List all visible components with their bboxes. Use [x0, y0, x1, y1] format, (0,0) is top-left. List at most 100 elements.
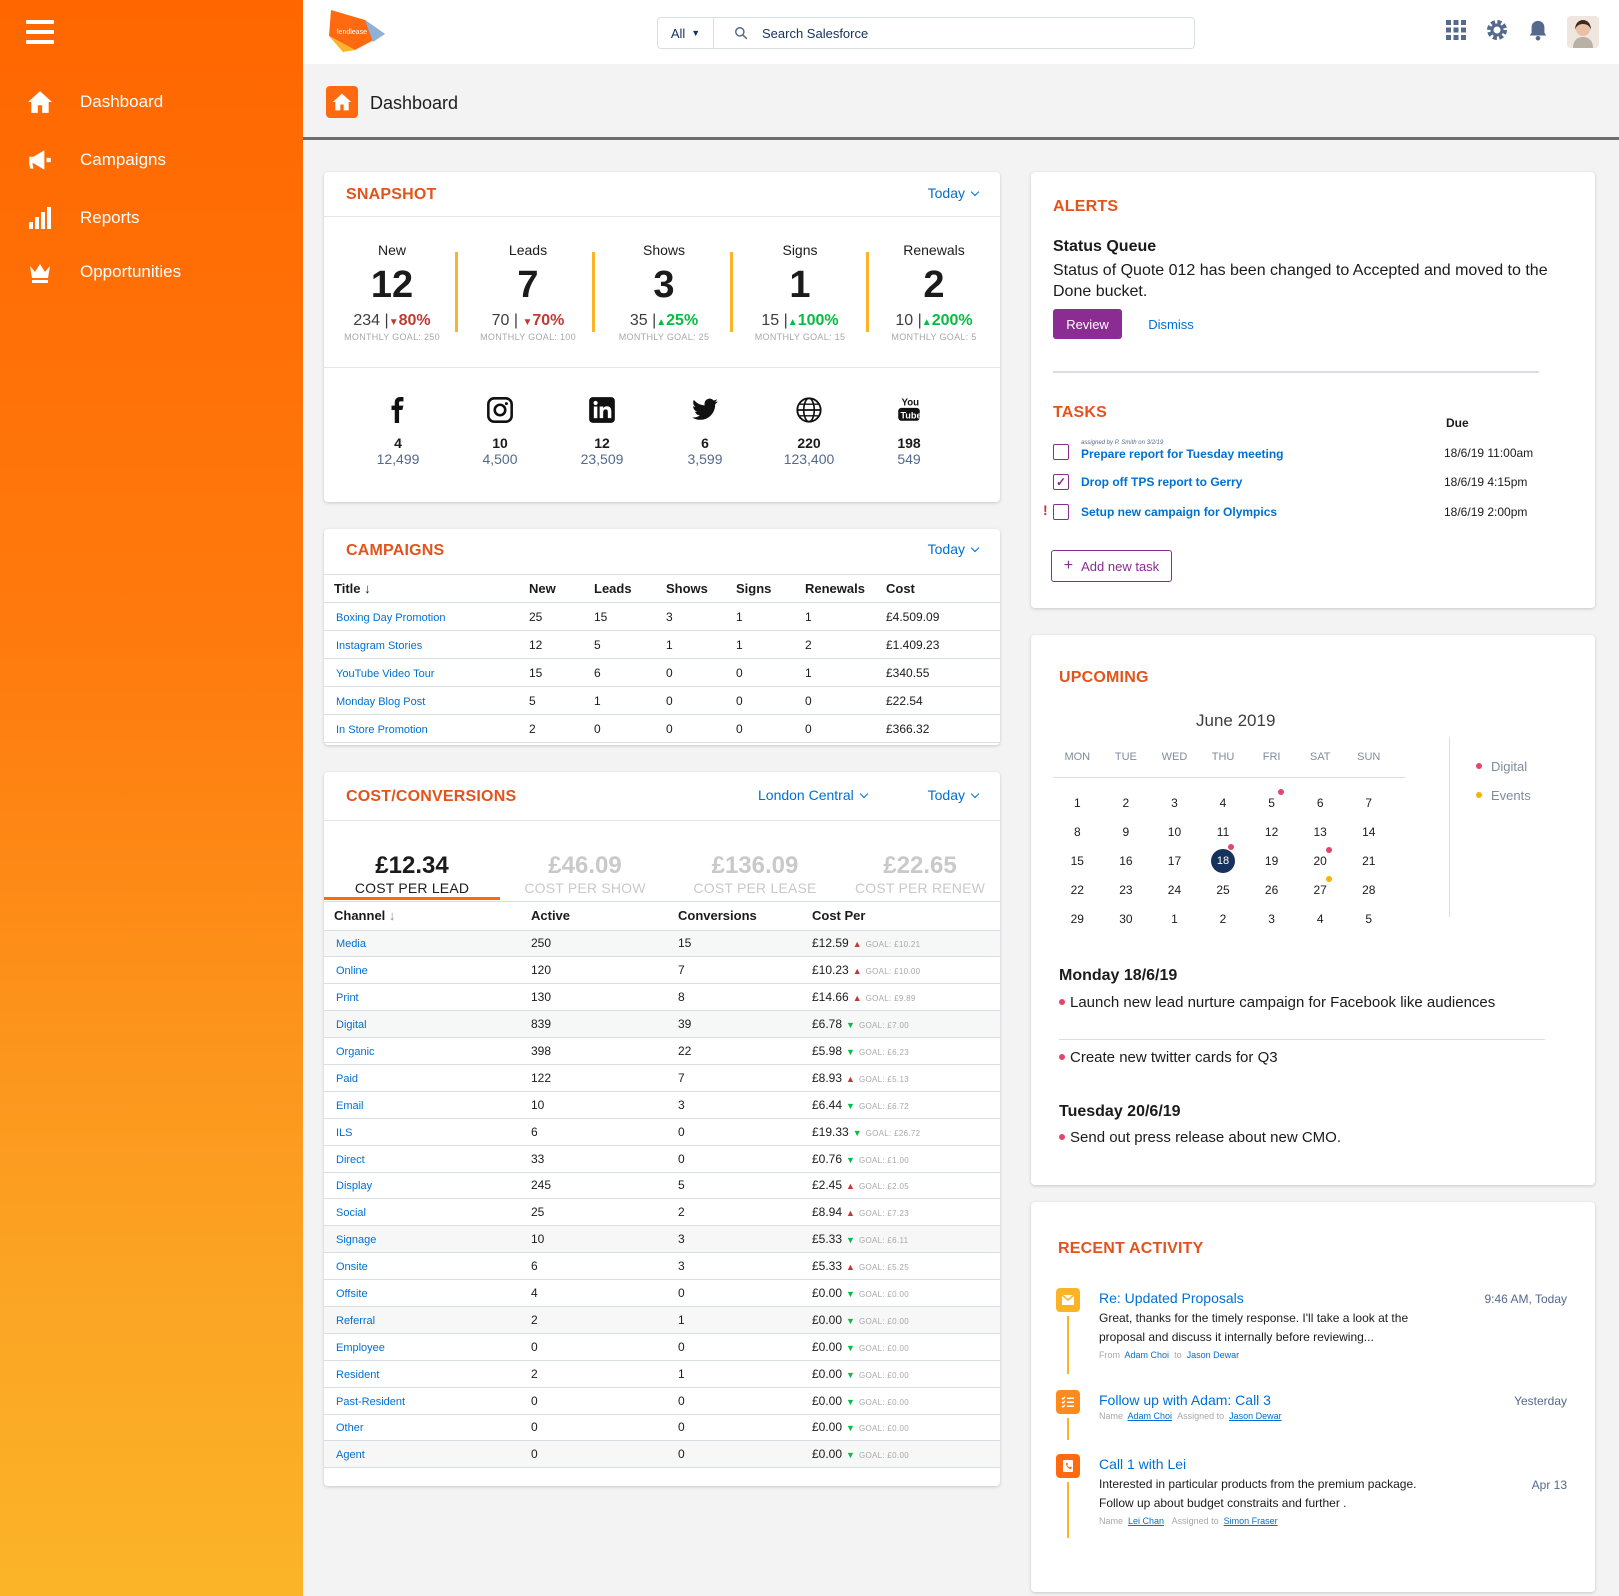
calendar-day[interactable]: 12 [1247, 825, 1296, 839]
social-facebook[interactable]: 4 12,499 [348, 396, 448, 467]
review-button[interactable]: Review [1053, 309, 1122, 339]
calendar-day[interactable]: 3 [1247, 912, 1296, 926]
channel-link[interactable]: Social [336, 1207, 366, 1220]
calendar-day[interactable]: 5 [1344, 912, 1393, 926]
meta-link[interactable]: Simon Fraser [1223, 1516, 1278, 1526]
social-web[interactable]: 220 123,400 [759, 396, 859, 467]
calendar-day[interactable]: 28 [1344, 883, 1393, 897]
calendar-day[interactable]: 22 [1053, 883, 1102, 897]
tab-cost-per-lease[interactable]: £136.09 COST PER LEASE [670, 852, 840, 896]
channel-link[interactable]: Resident [336, 1368, 380, 1381]
search-scope-dropdown[interactable]: All ▼ [658, 18, 714, 48]
hamburger-menu-icon[interactable] [26, 20, 54, 44]
task-checkbox[interactable] [1053, 504, 1069, 520]
channel-link[interactable]: Past-Resident [336, 1395, 406, 1408]
calendar-day[interactable]: 23 [1102, 883, 1151, 897]
campaign-link[interactable]: In Store Promotion [336, 723, 428, 736]
calendar-day[interactable]: 1 [1150, 912, 1199, 926]
campaign-link[interactable]: Instagram Stories [336, 639, 423, 652]
calendar-day[interactable]: 21 [1344, 854, 1393, 868]
campaign-link[interactable]: Monday Blog Post [336, 695, 426, 708]
search-input[interactable]: Search Salesforce [762, 25, 869, 41]
activity-title[interactable]: Re: Updated Proposals [1099, 1290, 1244, 1306]
calendar-day[interactable]: 5 [1247, 788, 1296, 810]
calendar-day[interactable]: 20 [1296, 846, 1345, 868]
channel-link[interactable]: Paid [336, 1072, 359, 1085]
channel-link[interactable]: Email [336, 1099, 364, 1112]
calendar-day[interactable]: 1 [1053, 796, 1102, 810]
social-youtube[interactable]: You Tube 198 549 [859, 396, 959, 467]
meta-link[interactable]: Jason Dewar [1229, 1411, 1282, 1421]
social-instagram[interactable]: 10 4,500 [450, 396, 550, 467]
tab-cost-per-lead[interactable]: £12.34 COST PER LEAD [324, 852, 500, 900]
calendar-day[interactable]: 7 [1344, 796, 1393, 810]
lendlease-logo[interactable]: lendlease [325, 6, 391, 59]
activity-title[interactable]: Follow up with Adam: Call 3 [1099, 1392, 1271, 1408]
event-item[interactable]: Send out press release about new CMO. [1059, 1127, 1341, 1148]
tab-cost-per-show[interactable]: £46.09 COST PER SHOW [500, 852, 670, 896]
social-twitter[interactable]: 6 3,599 [655, 396, 755, 467]
snapshot-filter-dropdown[interactable]: Today [928, 185, 980, 201]
sidebar-item-dashboard[interactable]: Dashboard [0, 82, 303, 122]
calendar-day[interactable]: 13 [1296, 825, 1345, 839]
gear-icon[interactable] [1485, 18, 1509, 47]
task-link[interactable]: Prepare report for Tuesday meeting [1081, 447, 1284, 461]
app-launcher-icon[interactable] [1445, 19, 1467, 46]
channel-link[interactable]: Employee [336, 1341, 385, 1354]
campaign-link[interactable]: YouTube Video Tour [336, 667, 435, 680]
calendar-day[interactable]: 24 [1150, 883, 1199, 897]
channel-link[interactable]: Referral [336, 1314, 376, 1327]
calendar-day[interactable]: 16 [1102, 854, 1151, 868]
calendar-day[interactable]: 10 [1150, 825, 1199, 839]
social-linkedin[interactable]: 12 23,509 [552, 396, 652, 467]
channel-link[interactable]: Other [336, 1422, 364, 1435]
channel-link[interactable]: Agent [336, 1449, 365, 1462]
channel-link[interactable]: Direct [336, 1153, 365, 1166]
calendar-day[interactable]: 9 [1102, 825, 1151, 839]
channel-link[interactable]: Signage [336, 1234, 377, 1247]
cost-filter-dropdown[interactable]: Today [928, 787, 980, 803]
calendar-day[interactable]: 3 [1150, 796, 1199, 810]
bell-icon[interactable] [1527, 18, 1549, 47]
column-header-title[interactable]: Title ↓ [324, 574, 529, 603]
calendar-day[interactable]: 17 [1150, 854, 1199, 868]
channel-link[interactable]: Online [336, 965, 368, 978]
meta-link[interactable]: Lei Chan [1128, 1516, 1165, 1526]
task-checkbox[interactable] [1053, 444, 1069, 460]
event-item[interactable]: Launch new lead nurture campaign for Fac… [1059, 992, 1499, 1013]
meta-link[interactable]: Jason Dewar [1186, 1350, 1240, 1360]
sidebar-item-opportunities[interactable]: Opportunities [0, 252, 303, 292]
add-task-button[interactable]: + Add new task [1051, 550, 1172, 582]
channel-link[interactable]: ILS [336, 1126, 353, 1139]
calendar-day[interactable]: 11 [1199, 825, 1248, 839]
meta-link[interactable]: Adam Choi [1127, 1411, 1173, 1421]
channel-link[interactable]: Digital [336, 1019, 367, 1032]
calendar-day[interactable]: 4 [1199, 796, 1248, 810]
task-link[interactable]: Setup new campaign for Olympics [1081, 505, 1278, 519]
column-header-channel[interactable]: Channel ↓ [324, 902, 531, 931]
activity-title[interactable]: Call 1 with Lei [1099, 1456, 1187, 1472]
calendar-day[interactable]: 8 [1053, 825, 1102, 839]
sidebar-item-campaigns[interactable]: Campaigns [0, 140, 303, 180]
task-link[interactable]: Drop off TPS report to Gerry [1081, 475, 1243, 489]
calendar-day[interactable]: 30 [1102, 912, 1151, 926]
calendar-day[interactable]: 2 [1102, 796, 1151, 810]
channel-link[interactable]: Media [336, 938, 366, 951]
campaigns-filter-dropdown[interactable]: Today [928, 541, 980, 557]
channel-link[interactable]: Organic [336, 1046, 375, 1058]
tab-cost-per-renew[interactable]: £22.65 COST PER RENEW [840, 852, 1000, 896]
task-checkbox-checked[interactable]: ✓ [1053, 474, 1069, 490]
calendar-day[interactable]: 25 [1199, 883, 1248, 897]
calendar-day[interactable]: 15 [1053, 854, 1102, 868]
calendar-day[interactable]: 29 [1053, 912, 1102, 926]
calendar-day[interactable]: 27 [1296, 875, 1345, 897]
channel-link[interactable]: Print [336, 992, 359, 1005]
channel-link[interactable]: Offsite [336, 1288, 368, 1301]
dismiss-button[interactable]: Dismiss [1148, 316, 1194, 332]
location-dropdown[interactable]: London Central [758, 787, 868, 803]
calendar-day[interactable]: 4 [1296, 912, 1345, 926]
calendar-day[interactable]: 6 [1296, 796, 1345, 810]
event-item[interactable]: Create new twitter cards for Q3 [1059, 1047, 1278, 1068]
calendar-day-selected[interactable]: 18 [1199, 843, 1248, 873]
calendar-day[interactable]: 26 [1247, 883, 1296, 897]
